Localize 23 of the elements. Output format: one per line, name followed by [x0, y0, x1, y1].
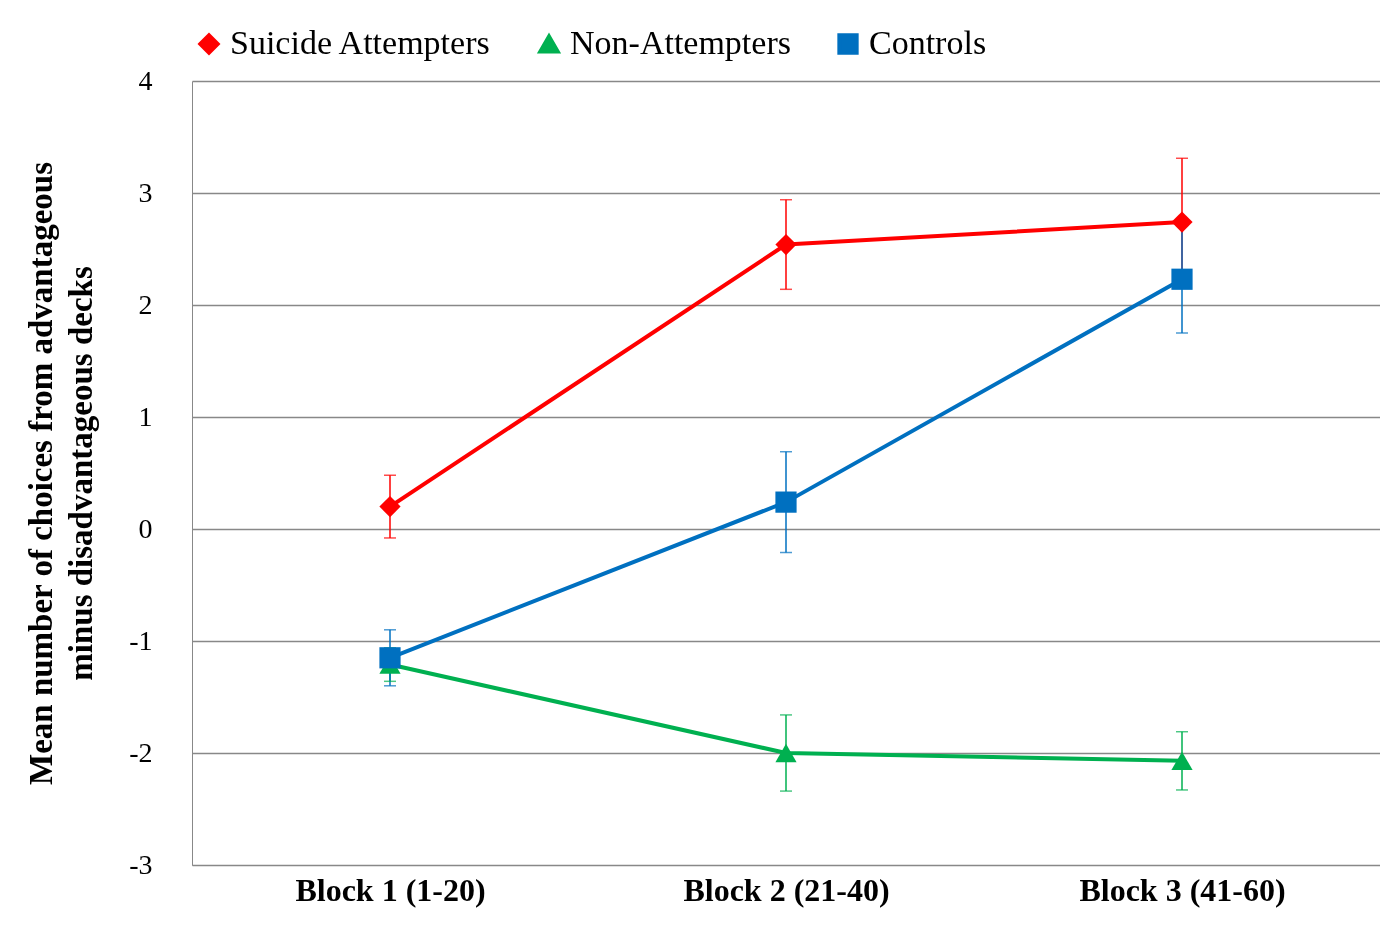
y-tick-label: -2 — [129, 736, 153, 768]
y-tick-label: 1 — [138, 400, 153, 432]
y-tick-label: -1 — [129, 624, 153, 656]
point — [379, 647, 401, 669]
point — [379, 495, 401, 518]
point — [775, 743, 797, 763]
point — [1171, 751, 1193, 771]
y-tick-label: 4 — [138, 64, 153, 96]
point — [1171, 268, 1193, 290]
legend-label: Non-Attempters — [570, 24, 791, 61]
point — [1171, 211, 1193, 233]
point — [775, 491, 797, 513]
y-tick-label: -3 — [129, 848, 153, 880]
x-tick-label: Block 3 (41-60) — [1079, 871, 1286, 908]
y-tick-label: 2 — [138, 288, 153, 320]
y-tick-label: 3 — [138, 176, 153, 208]
legend-label: Suicide Attempters — [230, 24, 490, 61]
point — [775, 233, 797, 256]
y-tick-label: 0 — [138, 512, 153, 544]
y-axis-title: Mean number of choices from advantageous minus disadvantageous decks — [23, 161, 100, 786]
x-tick-label: Block 2 (21-40) — [683, 871, 890, 908]
x-tick-label: Block 1 (1-20) — [295, 871, 486, 908]
legend-label: Controls — [869, 24, 987, 61]
